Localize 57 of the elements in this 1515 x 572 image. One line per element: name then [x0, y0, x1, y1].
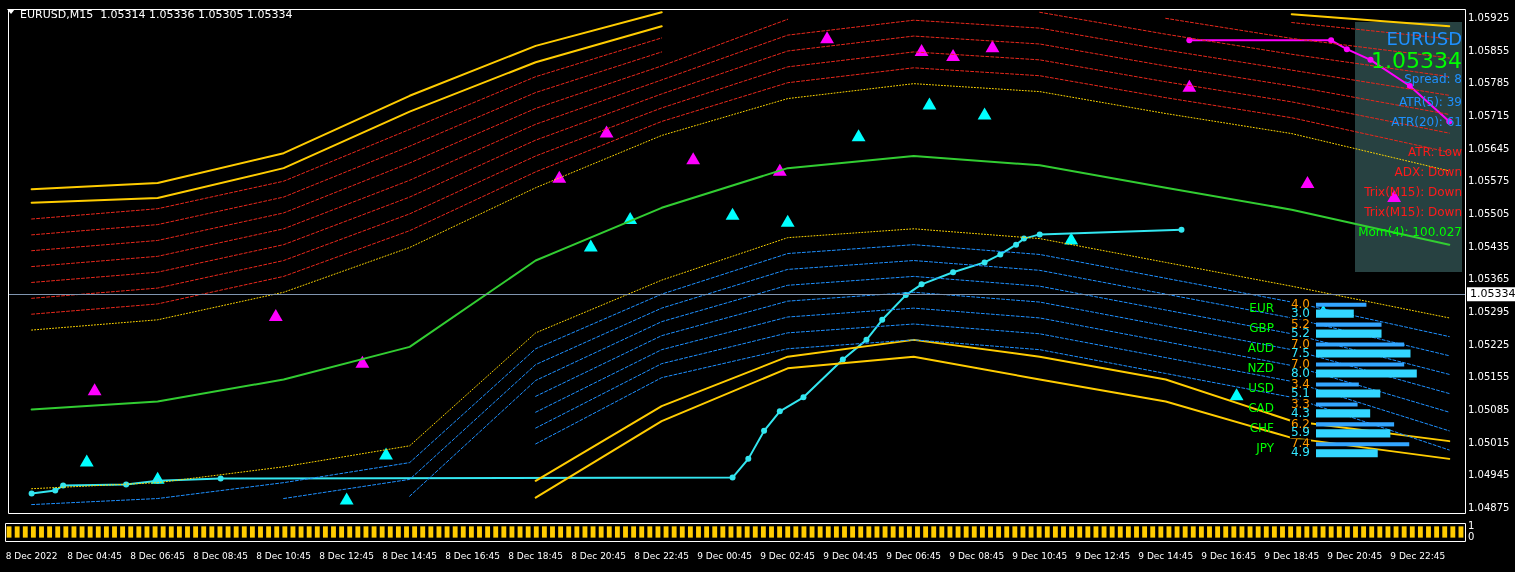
- x-tick-label: 8 Dec 08:45: [193, 550, 249, 561]
- y-tick-label: 1.05715: [1468, 109, 1510, 121]
- x-tick-label: 8 Dec 2022: [5, 550, 58, 561]
- chart-title: EURUSD,M15 1.05314 1.05336 1.05305 1.05334: [20, 8, 293, 21]
- y-tick-label: 1.05575: [1468, 175, 1510, 187]
- x-tick-label: 9 Dec 02:45: [760, 550, 816, 561]
- y-tick-label: 1.05435: [1468, 240, 1510, 252]
- x-tick-label: 9 Dec 16:45: [1201, 550, 1257, 561]
- y-tick-label: 1.05645: [1468, 142, 1510, 154]
- y-tick-label: 1.05085: [1468, 403, 1510, 415]
- annotation: 1.05334: [1371, 48, 1462, 73]
- y-tick-label: 1.05925: [1468, 11, 1510, 23]
- x-tick-label: 8 Dec 18:45: [508, 550, 564, 561]
- x-tick-label: 9 Dec 22:45: [1390, 550, 1446, 561]
- ref-line-label: 1.05334: [1470, 286, 1515, 300]
- y-tick-label: GBP: [1249, 321, 1274, 336]
- x-tick-label: 9 Dec 06:45: [886, 550, 942, 561]
- annotation: EURUSD: [1386, 28, 1462, 49]
- annotation: ATR(20): 61: [1391, 115, 1462, 129]
- x-tick-label: 8 Dec 04:45: [67, 550, 123, 561]
- annotation: ATR: Low: [1407, 145, 1462, 159]
- x-tick-label: 8 Dec 16:45: [445, 550, 501, 561]
- y-tick-label: 1.05365: [1468, 273, 1510, 285]
- x-tick-label: 9 Dec 04:45: [823, 550, 879, 561]
- annotation: ADX: Down: [1394, 165, 1462, 179]
- y-tick-label: 1.05295: [1468, 305, 1510, 317]
- y-tick-label: AUD: [1247, 341, 1274, 356]
- x-tick-label: 9 Dec 10:45: [1012, 550, 1068, 561]
- x-tick-label: 8 Dec 12:45: [319, 550, 375, 561]
- x-tick-label: 8 Dec 14:45: [382, 550, 438, 561]
- annotation: Trix(M15): Down: [1364, 185, 1462, 199]
- y-tick-label: NZD: [1247, 361, 1274, 376]
- y-tick-label: 1.05855: [1468, 44, 1510, 56]
- y-tick-label: 1.04945: [1468, 469, 1510, 481]
- x-tick-label: 8 Dec 22:45: [634, 550, 690, 561]
- x-tick-label: 8 Dec 06:45: [130, 550, 186, 561]
- y-tick-label: 1.05785: [1468, 77, 1510, 89]
- x-tick-label: 9 Dec 20:45: [1327, 550, 1383, 561]
- x-tick-label: 9 Dec 12:45: [1075, 550, 1131, 561]
- y-tick-label: 1.05155: [1468, 371, 1510, 383]
- x-tick-label: 8 Dec 10:45: [256, 550, 312, 561]
- y-tick-label: 1.05505: [1468, 207, 1510, 219]
- y-tick-label: 1.05015: [1468, 436, 1510, 448]
- y-tick-label: USD: [1248, 381, 1274, 396]
- annotation: Spread: 8: [1404, 72, 1462, 86]
- x-tick-label: 9 Dec 18:45: [1264, 550, 1320, 561]
- y-tick-label: EUR: [1249, 301, 1274, 316]
- annotation: Trix(M15): Down: [1364, 205, 1462, 219]
- y-tick-label: JPY: [1255, 440, 1275, 455]
- y-tick-label: 1.05225: [1468, 338, 1510, 350]
- x-tick-label: 9 Dec 00:45: [697, 550, 753, 561]
- x-tick-label: 9 Dec 14:45: [1138, 550, 1194, 561]
- y-tick-label: 1: [1468, 519, 1475, 531]
- x-tick-label: 8 Dec 20:45: [571, 550, 627, 561]
- x-tick-label: 9 Dec 08:45: [949, 550, 1005, 561]
- y-tick-label: 1.04875: [1468, 501, 1510, 513]
- y-tick-label: 0: [1468, 531, 1475, 543]
